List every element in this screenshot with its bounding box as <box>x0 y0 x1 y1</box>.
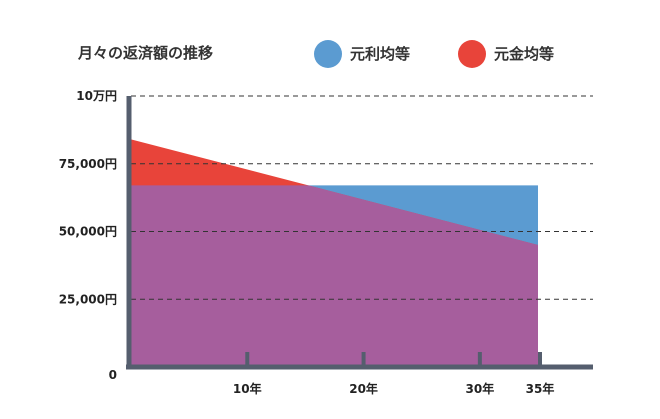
y-tick-label: 75,000円 <box>59 157 117 171</box>
y-tick-label: 25,000円 <box>59 292 117 306</box>
x-tick-label: 20年 <box>349 381 378 396</box>
legend-label-equal-principal: 元金均等 <box>494 45 554 63</box>
legend-marker-equal-payment <box>314 40 342 68</box>
x-tick-label: 35年 <box>526 381 555 396</box>
legend-label-equal-payment: 元利均等 <box>350 45 410 63</box>
area-overlap <box>131 185 538 367</box>
y-tick-label: 50,000円 <box>59 225 117 239</box>
x-tick-labels: 10年 20年 30年 35年 <box>233 352 554 396</box>
y-tick-label: 10万円 <box>76 89 117 103</box>
x-tick-label: 30年 <box>466 381 495 396</box>
gridlines <box>131 95 593 300</box>
chart-title: 月々の返済額の推移 <box>77 44 213 62</box>
area-layer <box>131 139 538 367</box>
x-tick-label: 10年 <box>233 381 262 396</box>
axes <box>126 96 593 370</box>
y-tick-label: 0 <box>109 368 117 382</box>
y-tick-labels: 10万円 75,000円 50,000円 25,000円 0 <box>59 89 117 382</box>
legend: 元利均等 元金均等 <box>314 40 554 68</box>
legend-marker-equal-principal <box>458 40 486 68</box>
